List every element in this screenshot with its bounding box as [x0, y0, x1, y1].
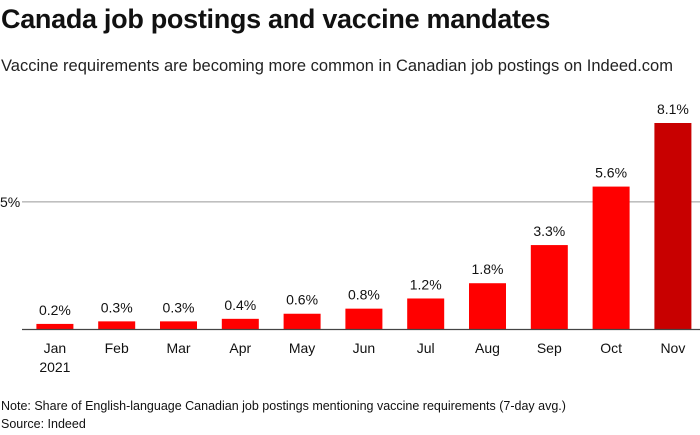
chart-subtitle: Vaccine requirements are becoming more c…: [1, 57, 673, 75]
x-tick-label: May: [289, 340, 315, 356]
x-tick-label: Aug: [475, 340, 500, 356]
bar: [469, 283, 506, 329]
data-label: 0.2%: [39, 302, 71, 318]
data-label: 1.8%: [472, 261, 504, 277]
bar: [407, 298, 445, 329]
bar: [654, 123, 692, 329]
y-tick-label: 5%: [0, 194, 20, 210]
data-label: 0.3%: [163, 299, 195, 315]
data-label: 1.2%: [410, 276, 442, 292]
data-label: 0.6%: [286, 292, 318, 308]
x-tick-label: Jan: [44, 340, 67, 356]
x-tick-label: Sep: [537, 340, 562, 356]
bar: [592, 186, 630, 329]
x-tick-label: Feb: [105, 340, 129, 356]
data-label: 0.4%: [224, 297, 256, 313]
x-tick-label: Mar: [166, 340, 190, 356]
chart-source: Source: Indeed: [1, 417, 86, 431]
bar: [283, 313, 321, 329]
x-tick-sublabel: 2021: [39, 359, 70, 375]
bar: [530, 245, 568, 329]
x-tick-label: Jun: [353, 340, 376, 356]
data-label: 0.3%: [101, 299, 133, 315]
bar: [221, 318, 259, 329]
data-label: 3.3%: [533, 223, 565, 239]
chart-note: Note: Share of English-language Canadian…: [1, 399, 566, 413]
bar-chart: 5% 0.2% Jan 2021 0.3% Feb 0.3% Mar 0.4% Apr 0.6% Ma…: [0, 101, 700, 375]
x-tick-label: Jul: [417, 340, 435, 356]
x-tick-label: Nov: [660, 340, 685, 356]
chart-title: Canada job postings and vaccine mandates: [1, 4, 551, 34]
bar: [36, 323, 74, 329]
bar: [98, 321, 136, 329]
data-label: 5.6%: [595, 165, 627, 181]
x-tick-label: Oct: [600, 340, 622, 356]
data-label: 8.1%: [657, 101, 689, 117]
bar: [345, 308, 383, 329]
data-label: 0.8%: [348, 287, 380, 303]
x-tick-label: Apr: [229, 340, 251, 356]
bar: [160, 321, 197, 329]
